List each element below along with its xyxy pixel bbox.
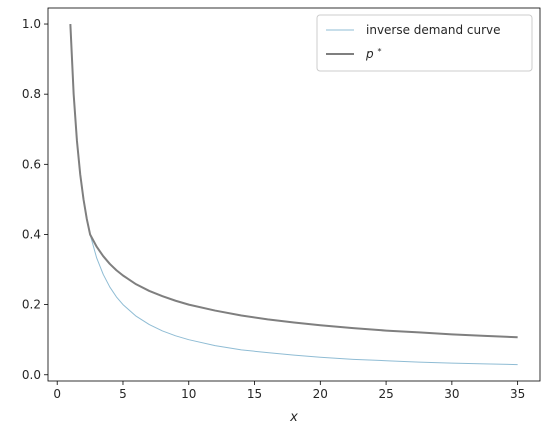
series-inverse-demand-curve	[70, 24, 517, 365]
legend-label-inverse-demand: inverse demand curve	[366, 23, 501, 37]
x-tick-label: 20	[313, 387, 328, 401]
y-tick-label: 1.0	[22, 17, 41, 31]
y-tick-label: 0.2	[22, 298, 41, 312]
y-tick-label: 0.6	[22, 157, 41, 171]
x-tick-label: 15	[247, 387, 262, 401]
legend-label-p-star-base: p	[365, 47, 374, 61]
legend-label-p-star-sup: *	[377, 47, 381, 56]
x-tick-label: 10	[181, 387, 196, 401]
ticks-layer: 0 5 10 15 20 25 30 35 0.0 0.2 0.4 0.6 0.8 1.0	[22, 17, 525, 401]
x-tick-label: 5	[119, 387, 127, 401]
x-tick-label: 35	[510, 387, 525, 401]
x-tick-label: 25	[378, 387, 393, 401]
y-tick-label: 0.4	[22, 227, 41, 241]
series-layer	[70, 24, 517, 365]
y-tick-label: 0.8	[22, 87, 41, 101]
y-tick-label: 0.0	[22, 368, 41, 382]
legend: inverse demand curve p *	[317, 15, 532, 71]
x-axis-label: x	[289, 410, 298, 425]
x-tick-label: 30	[444, 387, 459, 401]
x-tick-label: 0	[53, 387, 61, 401]
